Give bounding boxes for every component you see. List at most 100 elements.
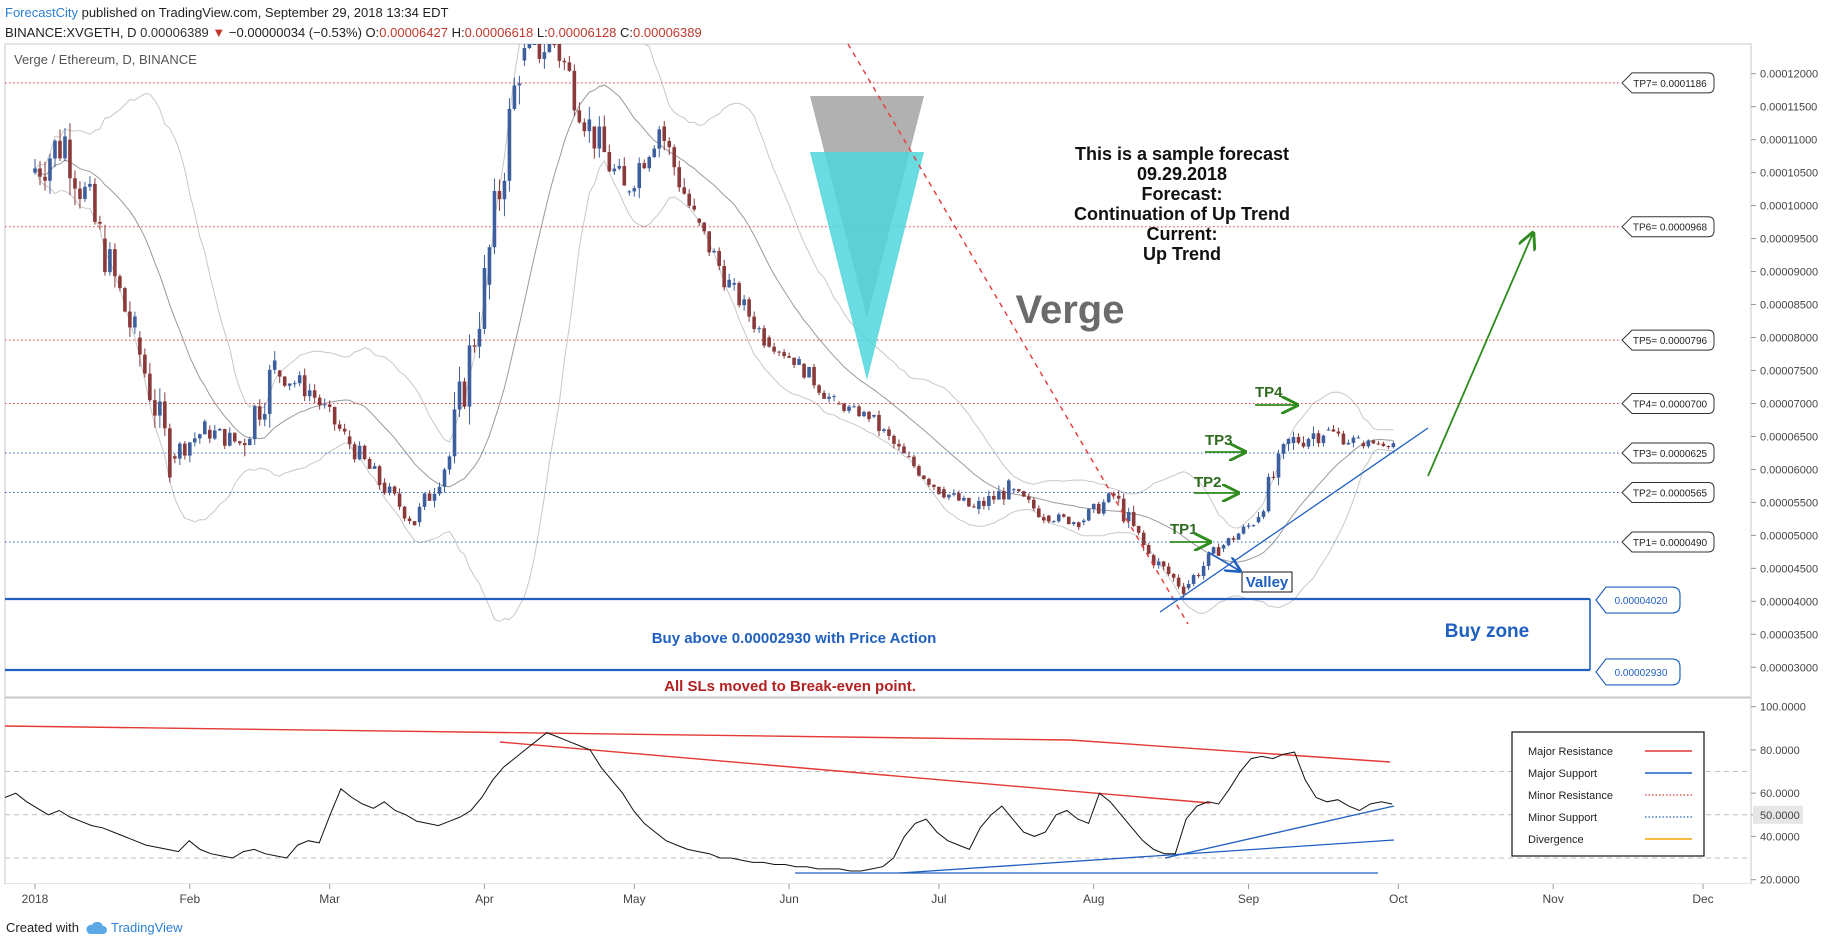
candle-body xyxy=(302,375,307,397)
candle-body xyxy=(927,478,931,485)
candle-body xyxy=(687,193,692,206)
candle-body xyxy=(292,383,297,385)
candle-body xyxy=(1126,512,1131,522)
candle-body xyxy=(982,500,986,506)
tp-level-label: TP5= 0.0000796 xyxy=(1633,336,1708,347)
candle-body xyxy=(1286,438,1291,445)
candle-body xyxy=(627,191,632,193)
candle-body xyxy=(582,122,587,132)
candle-body xyxy=(1391,443,1396,448)
candle-body xyxy=(1321,435,1326,444)
candle-body xyxy=(63,136,67,159)
time-tick-label: Nov xyxy=(1543,892,1564,906)
candle-body xyxy=(143,354,147,374)
candle-body xyxy=(847,406,851,411)
price-tick-label: 0.00010000 xyxy=(1760,201,1818,213)
candle-body xyxy=(842,403,846,411)
candle-body xyxy=(877,414,881,432)
zone-level-callout xyxy=(1595,658,1681,686)
valley-box xyxy=(1241,571,1293,593)
tp-levels: TP7= 0.0001186 TP6= 0.0000968 TP5= 0.00007… xyxy=(5,72,1715,686)
candle-body xyxy=(752,316,756,329)
candle-body xyxy=(272,360,277,370)
price-tick-label: 0.00012000 xyxy=(1760,69,1818,81)
candle-body xyxy=(217,428,222,431)
brand-link[interactable]: ForecastCity xyxy=(5,5,78,20)
candle-body xyxy=(782,352,786,357)
oscillator-pane[interactable] xyxy=(4,697,1752,885)
time-tick-label: Jul xyxy=(931,892,946,906)
candle-body xyxy=(1032,499,1036,509)
candle-body xyxy=(33,168,37,173)
price-change: −0.00000034 (−0.53%) xyxy=(228,25,362,40)
candle-body xyxy=(522,48,527,61)
price-axis[interactable]: 0.00012000 0.00011500 0.00011000 0.00010500… xyxy=(1751,69,1818,675)
candle-body xyxy=(617,165,622,169)
candle-body xyxy=(642,163,647,169)
candle-body xyxy=(572,70,577,111)
candle-body xyxy=(682,187,687,194)
high-value: 0.00006618 xyxy=(464,25,534,40)
price-tick-label: 0.00004500 xyxy=(1760,563,1818,575)
candle-body xyxy=(907,456,911,458)
candle-body xyxy=(1136,525,1141,533)
legend-minor-support-label: Minor Support xyxy=(1528,812,1597,824)
candle-body xyxy=(1116,495,1121,499)
candle-body xyxy=(757,328,761,330)
price-tick-label: 0.00004000 xyxy=(1760,596,1818,608)
candle-body xyxy=(1066,516,1071,525)
candle-body xyxy=(742,299,746,306)
candle-body xyxy=(103,238,107,273)
candle-body xyxy=(257,406,262,420)
candle-body xyxy=(622,165,627,186)
candle-body xyxy=(1306,438,1311,447)
candle-body xyxy=(1341,433,1346,445)
candle-body xyxy=(577,110,582,123)
oscillator-axis[interactable]: 100.0000 80.0000 60.0000 50.0000 40.0000 20.0… xyxy=(1751,702,1806,887)
candle-body xyxy=(367,459,372,469)
time-axis-ticks: 2018 Feb Mar Apr May Jun Jul Aug Sep Oct Nov Dec xyxy=(22,884,1714,906)
tp-level-label: TP6= 0.0000968 xyxy=(1633,223,1708,234)
candle-body xyxy=(1076,522,1081,528)
candle-body xyxy=(592,126,597,149)
candle-body xyxy=(557,44,562,61)
candle-body xyxy=(762,328,766,346)
candle-body xyxy=(767,337,771,347)
candle-body xyxy=(862,411,866,417)
candle-body xyxy=(962,497,966,501)
tp-level-callout xyxy=(1621,531,1715,553)
candle-body xyxy=(937,486,941,495)
moving-average-line xyxy=(34,84,1394,563)
time-tick-label: Mar xyxy=(319,892,340,906)
candle-body xyxy=(1386,446,1391,448)
lower-band-line xyxy=(34,159,1394,623)
candle-body xyxy=(952,493,956,495)
price-tick-label: 0.00009500 xyxy=(1760,234,1818,246)
time-tick-label: Dec xyxy=(1692,892,1713,906)
forecast-line-5: Current: xyxy=(1147,224,1218,244)
candle-body xyxy=(662,126,667,141)
candle-body xyxy=(1301,442,1306,447)
candle-body xyxy=(38,168,42,177)
price-tick-label: 0.00005500 xyxy=(1760,497,1818,509)
candle-body xyxy=(377,466,382,486)
candle-body xyxy=(242,443,247,446)
candle-body xyxy=(977,500,981,510)
osc-tick-label: 40.0000 xyxy=(1760,831,1800,843)
candle-body xyxy=(53,140,57,159)
candle-body xyxy=(1156,561,1161,566)
candle-body xyxy=(882,429,886,432)
price-tick-label: 0.00011500 xyxy=(1760,102,1817,114)
oscillator-line xyxy=(4,732,1393,872)
candle-body xyxy=(817,385,821,393)
candle-body xyxy=(1091,503,1096,510)
candle-body xyxy=(188,442,192,456)
chart-header: ForecastCity published on TradingView.co… xyxy=(5,3,702,43)
candle-body xyxy=(957,493,961,501)
candle-body xyxy=(652,148,657,158)
time-axis[interactable] xyxy=(5,884,1751,908)
tradingview-link[interactable]: TradingView xyxy=(85,920,183,935)
candle-body xyxy=(1211,547,1216,554)
candle-body xyxy=(967,497,971,507)
